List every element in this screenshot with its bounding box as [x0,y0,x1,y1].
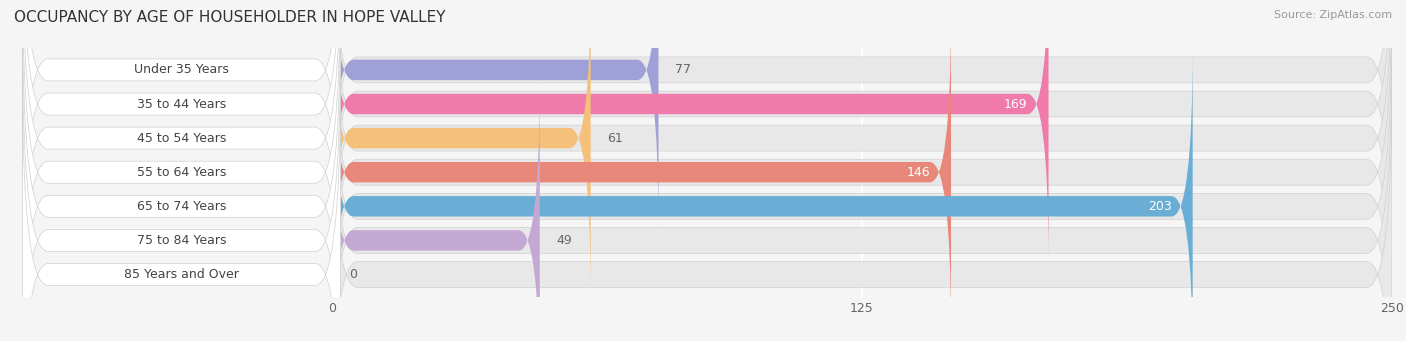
Text: 65 to 74 Years: 65 to 74 Years [136,200,226,213]
Text: 77: 77 [675,63,692,76]
FancyBboxPatch shape [22,47,340,341]
FancyBboxPatch shape [332,0,658,230]
FancyBboxPatch shape [332,49,1392,341]
FancyBboxPatch shape [22,0,340,332]
Text: Under 35 Years: Under 35 Years [134,63,229,76]
Text: OCCUPANCY BY AGE OF HOUSEHOLDER IN HOPE VALLEY: OCCUPANCY BY AGE OF HOUSEHOLDER IN HOPE … [14,10,446,25]
FancyBboxPatch shape [332,0,1392,262]
Text: 35 to 44 Years: 35 to 44 Years [136,98,226,110]
FancyBboxPatch shape [332,0,1392,330]
Text: Source: ZipAtlas.com: Source: ZipAtlas.com [1274,10,1392,20]
Text: 203: 203 [1147,200,1171,213]
FancyBboxPatch shape [332,15,1392,341]
Text: 45 to 54 Years: 45 to 54 Years [136,132,226,145]
FancyBboxPatch shape [332,0,1392,341]
FancyBboxPatch shape [22,0,340,341]
FancyBboxPatch shape [22,0,340,298]
Text: 85 Years and Over: 85 Years and Over [124,268,239,281]
FancyBboxPatch shape [22,13,340,341]
Text: 75 to 84 Years: 75 to 84 Years [136,234,226,247]
Text: 49: 49 [557,234,572,247]
Text: 61: 61 [607,132,623,145]
FancyBboxPatch shape [332,0,1392,296]
FancyBboxPatch shape [332,80,540,341]
FancyBboxPatch shape [22,81,340,341]
Text: 0: 0 [349,268,357,281]
FancyBboxPatch shape [332,0,591,298]
FancyBboxPatch shape [332,12,950,332]
FancyBboxPatch shape [22,0,340,264]
FancyBboxPatch shape [332,0,1049,264]
Text: 146: 146 [907,166,929,179]
Text: 169: 169 [1004,98,1028,110]
FancyBboxPatch shape [332,46,1192,341]
Text: 55 to 64 Years: 55 to 64 Years [136,166,226,179]
FancyBboxPatch shape [332,83,1392,341]
